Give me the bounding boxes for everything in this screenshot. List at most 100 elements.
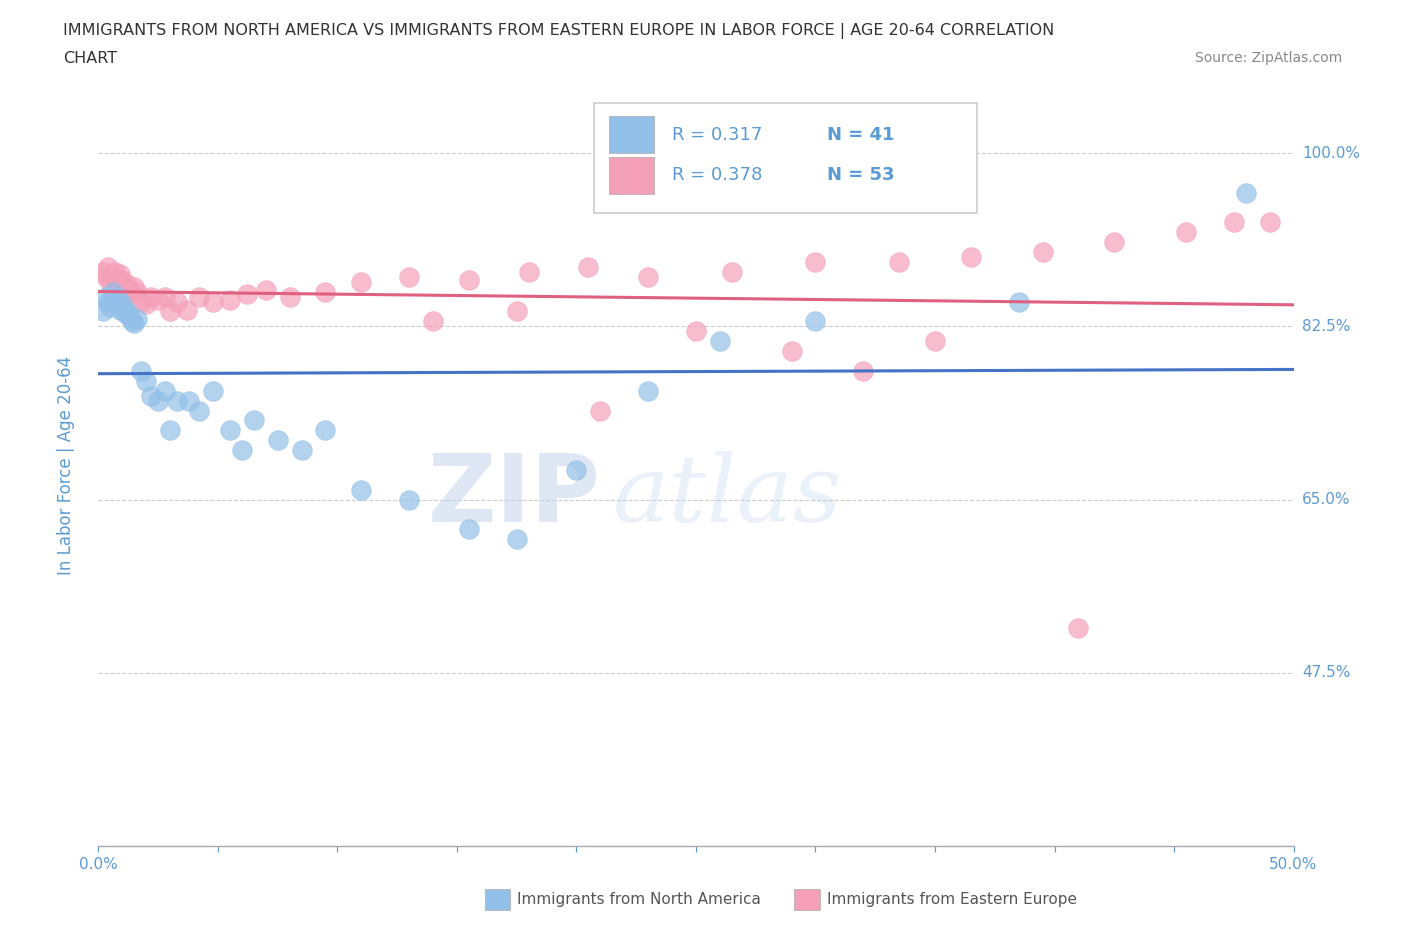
Text: N = 41: N = 41 <box>827 126 896 144</box>
Text: IMMIGRANTS FROM NORTH AMERICA VS IMMIGRANTS FROM EASTERN EUROPE IN LABOR FORCE |: IMMIGRANTS FROM NORTH AMERICA VS IMMIGRA… <box>63 23 1054 39</box>
Point <box>1258 215 1281 230</box>
Point <box>159 423 181 438</box>
Point <box>107 274 129 289</box>
Point <box>115 276 138 291</box>
Text: atlas: atlas <box>613 450 842 540</box>
Text: Immigrants from North America: Immigrants from North America <box>517 892 761 907</box>
Point <box>104 294 127 309</box>
Point <box>91 304 114 319</box>
Point <box>94 270 117 285</box>
Text: R = 0.378: R = 0.378 <box>672 166 762 184</box>
Point <box>517 264 540 279</box>
Point <box>155 289 177 304</box>
Point <box>107 289 129 304</box>
Text: 47.5%: 47.5% <box>1302 666 1350 681</box>
Text: N = 53: N = 53 <box>827 166 896 184</box>
Point <box>398 492 420 507</box>
Y-axis label: In Labor Force | Age 20-64: In Labor Force | Age 20-64 <box>56 355 75 575</box>
Point <box>780 344 803 359</box>
Point <box>278 289 301 304</box>
Point <box>637 383 659 398</box>
Point <box>111 272 134 287</box>
Point <box>350 274 373 289</box>
Point <box>166 294 188 309</box>
Point <box>139 289 162 304</box>
Point <box>135 373 157 388</box>
Point <box>159 304 181 319</box>
Point <box>176 302 198 317</box>
Text: 82.5%: 82.5% <box>1302 319 1350 334</box>
Point <box>506 304 529 319</box>
Point <box>231 443 253 458</box>
Point <box>91 264 114 279</box>
Point <box>458 522 481 537</box>
Text: 65.0%: 65.0% <box>1302 492 1350 507</box>
Point <box>219 423 242 438</box>
Point <box>589 403 612 418</box>
Point <box>125 285 148 299</box>
Point <box>111 296 134 311</box>
Point <box>291 443 314 458</box>
Text: Immigrants from Eastern Europe: Immigrants from Eastern Europe <box>827 892 1077 907</box>
Point <box>131 294 153 309</box>
Point <box>114 279 136 294</box>
Point <box>148 393 170 408</box>
Point <box>315 423 337 438</box>
Point <box>118 283 141 298</box>
Point <box>98 274 122 289</box>
Point <box>804 255 827 270</box>
Point <box>685 324 707 339</box>
Point <box>721 264 744 279</box>
Point <box>565 462 588 477</box>
Point <box>637 270 659 285</box>
Text: 100.0%: 100.0% <box>1302 145 1360 161</box>
Point <box>506 532 529 547</box>
Point <box>124 316 146 331</box>
Point <box>578 259 600 274</box>
Text: ZIP: ZIP <box>427 449 600 541</box>
Point <box>139 388 162 403</box>
Point <box>1234 185 1257 200</box>
Point <box>135 296 157 311</box>
Point <box>125 312 148 326</box>
Point <box>121 286 143 301</box>
Point <box>398 270 420 285</box>
Point <box>422 314 444 329</box>
Point <box>97 259 120 274</box>
Point <box>94 289 117 304</box>
Text: R = 0.317: R = 0.317 <box>672 126 762 144</box>
Point <box>101 285 124 299</box>
Point <box>131 364 153 379</box>
Text: Source: ZipAtlas.com: Source: ZipAtlas.com <box>1195 51 1343 65</box>
Point <box>804 314 827 329</box>
Point <box>1223 215 1246 230</box>
Point <box>166 393 188 408</box>
FancyBboxPatch shape <box>595 103 977 213</box>
Point <box>148 292 170 307</box>
Point <box>235 286 257 301</box>
Point <box>219 292 242 307</box>
Point <box>267 432 290 447</box>
Point <box>115 304 138 319</box>
Point <box>889 255 911 270</box>
Point <box>315 285 337 299</box>
Point <box>243 413 266 428</box>
Point <box>1032 245 1054 259</box>
Point <box>1104 234 1126 249</box>
Bar <box>609 116 654 153</box>
Bar <box>609 157 654 193</box>
Text: CHART: CHART <box>63 51 117 66</box>
Point <box>254 283 277 298</box>
Point <box>852 364 875 379</box>
Point <box>350 483 373 498</box>
Point <box>1008 294 1031 309</box>
Point <box>960 249 983 264</box>
Point <box>924 334 946 349</box>
Point <box>1175 225 1198 240</box>
Point <box>187 403 209 418</box>
Point <box>118 309 141 324</box>
Point <box>97 294 120 309</box>
Point <box>104 264 127 279</box>
Point <box>202 383 225 398</box>
Point <box>124 279 146 294</box>
